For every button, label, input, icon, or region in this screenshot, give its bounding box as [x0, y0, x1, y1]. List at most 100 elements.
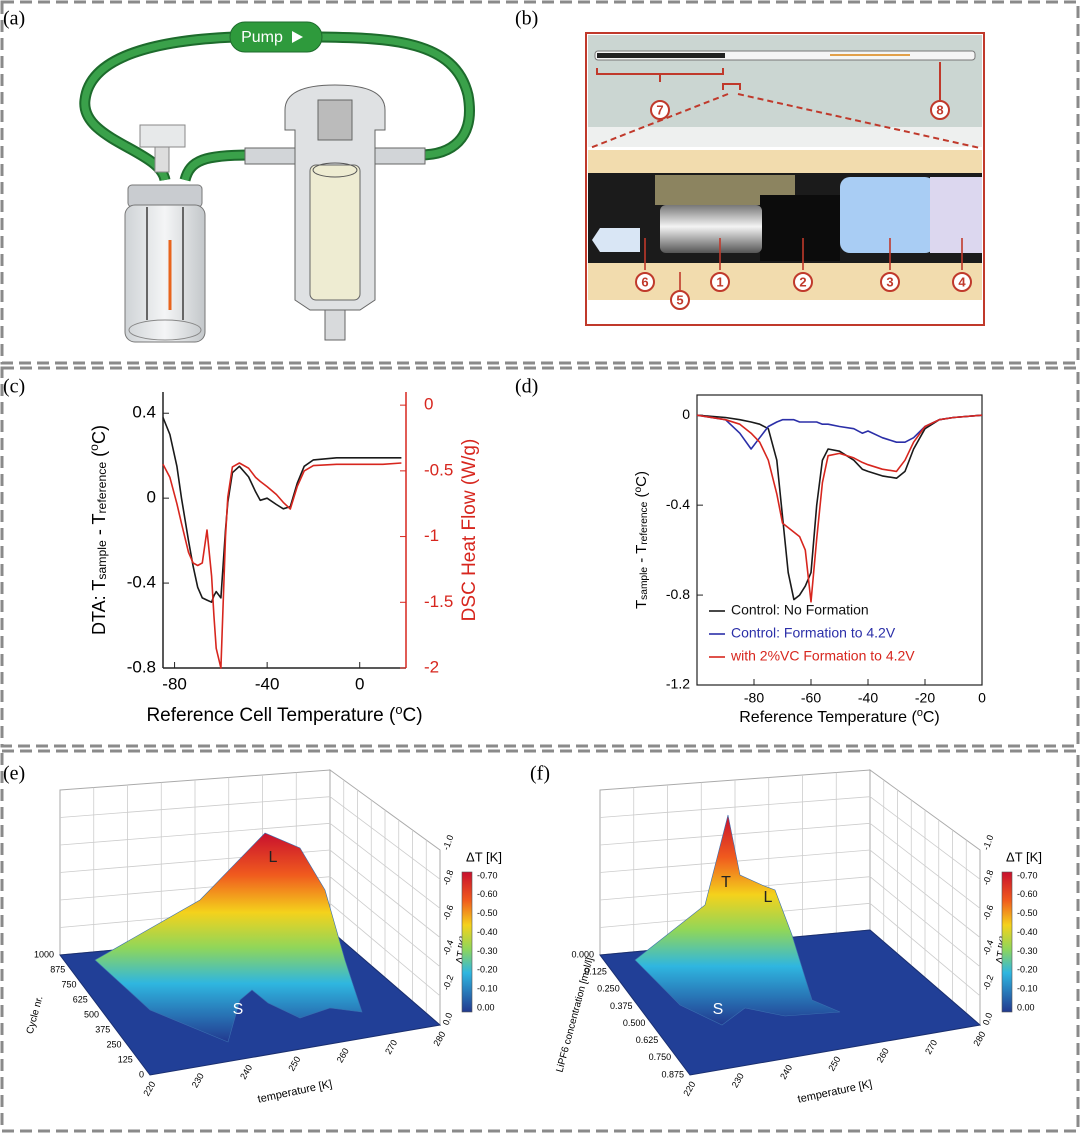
- colorbar-tick-label: 0.00: [477, 1002, 495, 1012]
- axis-label-part: C): [403, 705, 423, 726]
- z-tick-label: -0.6: [441, 903, 456, 921]
- axis-label-part: o: [917, 707, 923, 719]
- x-tick-label: 0: [978, 690, 986, 706]
- axis-label-part: Reference Cell Temperature (: [146, 705, 396, 726]
- y2-axis-label: DSC Heat Flow (W/g): [459, 439, 480, 622]
- y-tick-label: 0.500: [623, 1018, 646, 1028]
- y2-tick-label: 0: [424, 395, 433, 414]
- z-tick-label: -0.2: [981, 973, 996, 991]
- x-tick-label: 270: [383, 1038, 399, 1056]
- axis-label-part: DTA: T: [89, 580, 109, 635]
- callout-circle: [650, 100, 670, 120]
- colorbar: [1001, 871, 1013, 1013]
- colorbar-tick-label: -0.30: [1017, 946, 1038, 956]
- x-tick-label: 220: [141, 1080, 157, 1098]
- callout-circle: [635, 272, 655, 292]
- axis-label-part: C): [633, 471, 650, 487]
- y2-tick-label: -1: [424, 526, 439, 545]
- y-tick-label: 0.750: [649, 1052, 672, 1062]
- y-tick-label: 0.125: [584, 967, 607, 977]
- x-tick-label: -60: [801, 690, 821, 706]
- legend-label: with 2%VC Formation to 4.2V: [730, 648, 915, 664]
- wall-grid: [59, 902, 441, 997]
- y-tick-label: 0.250: [597, 984, 620, 994]
- legend-label: Control: Formation to 4.2V: [731, 625, 896, 641]
- z-tick-label: -0.8: [441, 868, 456, 886]
- callout-number: 1: [716, 274, 723, 289]
- colorbar-title: ΔT [K]: [1006, 849, 1042, 864]
- plot-frame: [696, 394, 983, 686]
- axis-label: Tsample - Treference (oC): [633, 471, 651, 609]
- axis-label: Reference Temperature (oC): [739, 707, 940, 726]
- callout-number: 2: [799, 274, 806, 289]
- panel-label: (c): [3, 376, 25, 398]
- callout-circle: [793, 272, 813, 292]
- panel-label: (b): [515, 8, 538, 30]
- peak-annotation: S: [713, 1001, 724, 1018]
- colorbar-tick-label: -0.20: [477, 965, 498, 975]
- wall-grid: [59, 822, 441, 909]
- axis-label-part: C): [89, 425, 109, 444]
- y-tick-label: 875: [50, 964, 65, 974]
- callout-circle: [930, 100, 950, 120]
- callout-number: 5: [676, 292, 683, 307]
- callout-number: 7: [656, 102, 663, 117]
- y2-tick-label: -1.5: [424, 592, 453, 611]
- axis-label-part: (: [633, 493, 650, 502]
- peak-annotation: L: [764, 889, 773, 906]
- x-tick-label: 280: [431, 1030, 447, 1048]
- x-tick-label: 250: [286, 1055, 302, 1073]
- panel-label: (a): [3, 8, 25, 30]
- y-tick-label: 250: [106, 1039, 121, 1049]
- y-tick-label: -0.8: [127, 657, 156, 676]
- x-axis-label: temperature [K]: [257, 1078, 334, 1106]
- x-tick-label: 240: [778, 1063, 794, 1081]
- callout-circle: [952, 272, 972, 292]
- axis-label: Reference Cell Temperature (oC): [146, 702, 422, 726]
- x-tick-label: 230: [190, 1071, 206, 1089]
- z-tick-label: -0.6: [981, 903, 996, 921]
- y-tick-label: 500: [84, 1009, 99, 1019]
- cell-diagram: [585, 32, 985, 326]
- colorbar-tick-label: -0.70: [477, 870, 498, 880]
- wall-grid: [599, 822, 981, 909]
- y-tick-label: 0: [147, 488, 156, 507]
- y-tick-label: 375: [95, 1024, 110, 1034]
- x-axis-label: temperature [K]: [797, 1078, 874, 1106]
- y-tick-label: 0.375: [610, 1001, 633, 1011]
- callout-circle: [710, 272, 730, 292]
- colorbar-tick-label: -0.50: [1017, 908, 1038, 918]
- y-tick-label: 625: [73, 994, 88, 1004]
- x-tick-label: 260: [875, 1046, 891, 1064]
- wall-grid: [599, 796, 981, 880]
- z-tick-label: -1.0: [981, 833, 996, 851]
- z-tick-label: -0.2: [441, 973, 456, 991]
- y-axis-label: LiPF6 concentration [mol/l]: [555, 956, 596, 1073]
- colorbar-tick-label: -0.40: [1017, 927, 1038, 937]
- peak-annotation: T: [721, 874, 731, 891]
- x-tick-label: 270: [923, 1038, 939, 1056]
- pump-label: Pump: [241, 29, 283, 46]
- z-tick-label: -0.4: [981, 938, 996, 956]
- x-tick-label: -40: [858, 690, 878, 706]
- colorbar-tick-label: -0.10: [477, 984, 498, 994]
- data-line: [162, 417, 402, 603]
- colorbar-tick-label: -0.10: [1017, 984, 1038, 994]
- panel-label: (f): [530, 763, 550, 785]
- axis-label-part: sample: [639, 567, 650, 600]
- y-tick-label: -0.8: [666, 586, 690, 602]
- y-tick-label: 0.000: [571, 949, 594, 959]
- data-line: [696, 414, 983, 450]
- colorbar-tick-label: -0.20: [1017, 965, 1038, 975]
- z-tick-label: -0.4: [441, 938, 456, 956]
- axis-label-part: o: [87, 444, 101, 451]
- pump-diagram: Pump: [79, 21, 475, 343]
- axis-label-part: o: [395, 702, 402, 717]
- y-tick-label: -0.4: [127, 573, 156, 592]
- data-line: [696, 414, 983, 603]
- colorbar-tick-label: -0.30: [477, 946, 498, 956]
- y-tick-label: 0: [682, 406, 690, 422]
- y2-tick-label: -0.5: [424, 460, 453, 479]
- y-tick-label: 125: [118, 1054, 133, 1064]
